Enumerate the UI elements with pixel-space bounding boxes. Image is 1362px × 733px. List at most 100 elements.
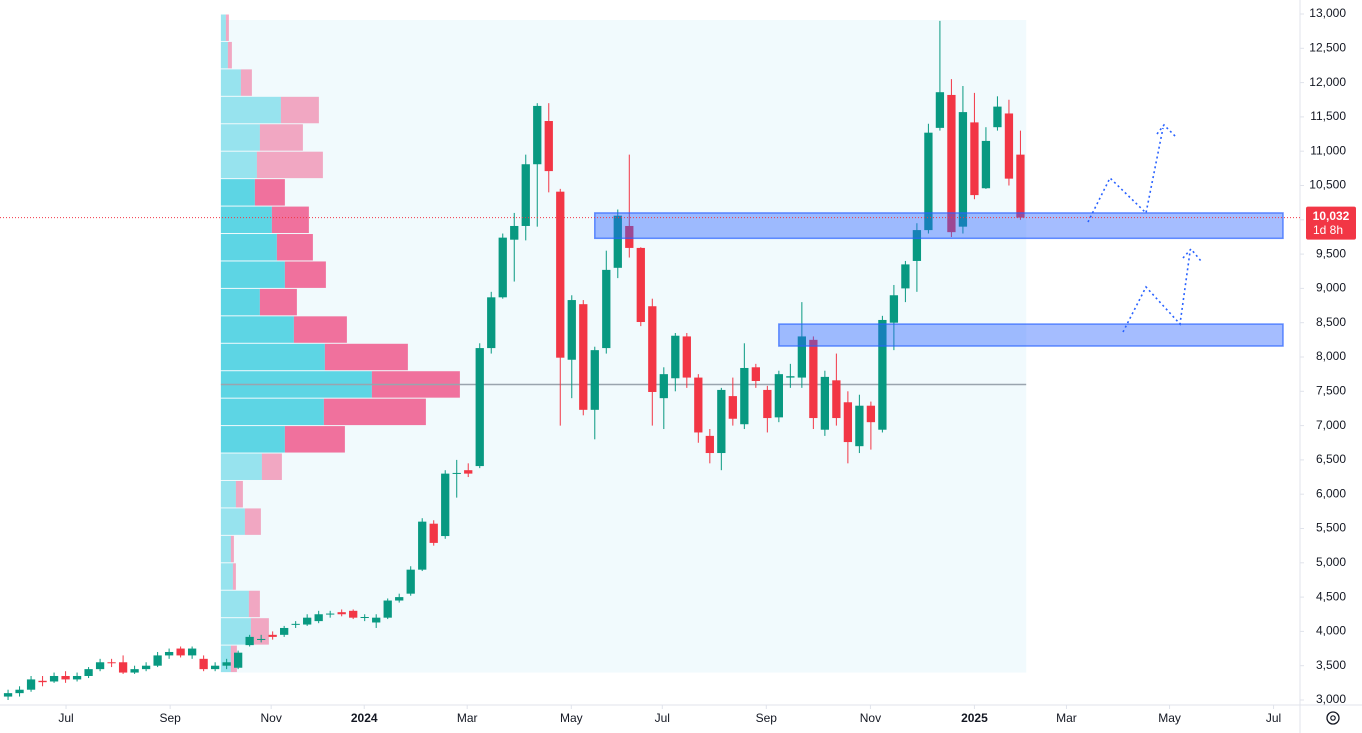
candle-body [130, 669, 139, 673]
countdown-label: 1d 8h [1313, 223, 1343, 237]
candle-body [95, 662, 105, 670]
candle-body [843, 402, 853, 443]
candle-body [429, 523, 438, 543]
y-tick-label: 10,500 [1309, 178, 1346, 192]
profile-down [324, 343, 408, 371]
profile-up [220, 426, 285, 453]
candle-body [947, 94, 956, 233]
candle-body [487, 297, 496, 349]
candle-body [579, 304, 588, 410]
candle-body [889, 295, 899, 323]
y-tick-label: 5,500 [1316, 521, 1346, 535]
candle-body [797, 336, 806, 378]
candle-body [590, 350, 599, 410]
candle-body [958, 112, 968, 227]
profile-up [220, 124, 260, 151]
candle-body [1016, 154, 1025, 218]
candle-body [912, 230, 922, 261]
profile-up [220, 288, 260, 316]
profile-up [220, 398, 324, 426]
candle-body [84, 669, 93, 676]
candle-body [556, 191, 565, 358]
candle-body [970, 122, 979, 196]
x-tick-label: Sep [756, 711, 778, 725]
volume-profile [220, 14, 1027, 673]
candle-body [671, 335, 680, 379]
profile-down [248, 590, 260, 618]
candle-body [280, 627, 289, 635]
y-tick-label: 8,500 [1316, 315, 1346, 329]
candle-body [452, 472, 461, 474]
last-price-box [1306, 206, 1356, 240]
profile-up [220, 563, 233, 590]
candle-body [383, 600, 392, 618]
profile-up [220, 234, 277, 261]
profile-up [220, 41, 228, 69]
profile-up [220, 343, 325, 371]
profile-up [220, 645, 231, 673]
projection-path [1122, 251, 1191, 333]
settings-ring[interactable] [1326, 711, 1340, 725]
profile-down [250, 618, 269, 645]
x-tick-label: Mar [457, 711, 478, 725]
y-tick-label: 11,000 [1310, 143, 1346, 157]
y-tick-label: 4,500 [1316, 589, 1346, 603]
candle-body [901, 264, 910, 289]
candle-body [222, 662, 231, 666]
candle-body [533, 105, 542, 165]
profile-up [220, 179, 255, 206]
profile-up [220, 535, 231, 563]
candle-body [418, 521, 427, 570]
settings-core[interactable] [1330, 715, 1336, 721]
profile-up [220, 69, 241, 96]
candle-body [49, 675, 59, 682]
candle-body [395, 597, 404, 601]
candle-body [705, 435, 714, 454]
settings-icon[interactable] [1326, 711, 1340, 725]
profile-down [254, 179, 285, 206]
x-tick-label: Sep [159, 711, 181, 725]
y-tick-label: 13,000 [1309, 6, 1346, 20]
y-tick-label: 3,500 [1316, 658, 1346, 672]
candle-body [141, 665, 151, 670]
candle-body [613, 215, 622, 268]
y-tick-label: 7,000 [1316, 418, 1346, 432]
candle-body [809, 339, 818, 419]
x-tick-label: Jul [1266, 711, 1281, 725]
profile-down [235, 480, 243, 508]
profile-down [225, 14, 229, 41]
candle-body [337, 612, 346, 615]
profile-up [220, 96, 281, 124]
projection-arrowhead [1156, 123, 1177, 138]
x-tick-label: May [560, 711, 583, 725]
candle-body [360, 616, 369, 618]
candle-body [441, 473, 450, 537]
candle-body [521, 164, 530, 226]
x-tick-label: Nov [860, 711, 881, 725]
candle-body [774, 374, 783, 418]
candle-body [717, 389, 726, 454]
profile-down [230, 535, 234, 563]
candle-body [464, 470, 473, 474]
y-tick-label: 8,000 [1316, 349, 1346, 363]
profile-up [220, 508, 245, 535]
profile-down [261, 453, 282, 480]
candle-body [372, 617, 381, 623]
profile-up [220, 480, 236, 508]
candle-body [924, 132, 933, 231]
candle-body [164, 651, 174, 656]
profile-down [259, 288, 297, 316]
profile-down [271, 206, 309, 234]
candle-body [728, 396, 737, 419]
candle-body [3, 693, 13, 697]
last-price-label: 10,032 [1313, 209, 1350, 223]
y-tick-label: 6,500 [1316, 452, 1346, 466]
candle-body [855, 405, 864, 447]
profile-down [284, 261, 326, 288]
profile-down [276, 234, 313, 261]
profile-up [220, 453, 262, 480]
candle-body [314, 614, 323, 622]
profile-down [232, 563, 236, 590]
candle-body [199, 658, 208, 670]
